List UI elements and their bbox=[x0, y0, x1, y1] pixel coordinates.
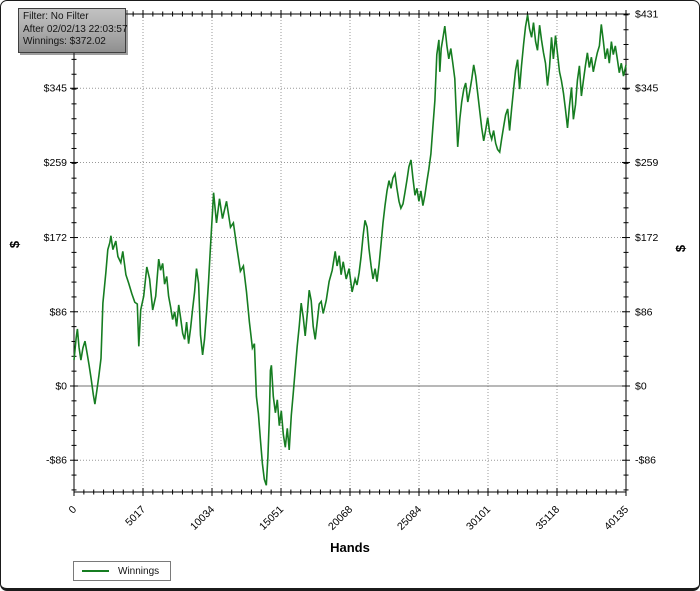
x-tick-label: 0 bbox=[67, 504, 80, 517]
y-axis-title-right: $ bbox=[673, 244, 689, 253]
y-tick-label-right: $431 bbox=[635, 9, 659, 21]
x-tick-label: 40135 bbox=[602, 504, 631, 533]
y-tick-label-right: $259 bbox=[635, 157, 659, 169]
after-date-line: After 02/02/13 22:03:57 bbox=[23, 23, 128, 35]
filter-line: Filter: No Filter bbox=[23, 11, 89, 22]
filter-info-box: Filter: No Filter After 02/02/13 22:03:5… bbox=[18, 8, 128, 53]
y-tick-label-left: $0 bbox=[55, 381, 67, 393]
x-axis-title: Hands bbox=[330, 540, 370, 555]
y-tick-label-left: $172 bbox=[44, 232, 68, 244]
y-tick-label-right: $172 bbox=[635, 232, 659, 244]
x-tick-label: 35118 bbox=[534, 504, 563, 533]
y-tick-label-right: $86 bbox=[635, 306, 653, 318]
legend-label: Winnings bbox=[118, 565, 160, 577]
y-tick-label-right: -$86 bbox=[635, 455, 656, 467]
y-tick-label-right: $345 bbox=[635, 83, 659, 95]
legend-line-sample bbox=[82, 570, 109, 572]
x-tick-label: 5017 bbox=[123, 504, 148, 529]
winnings-line bbox=[73, 14, 627, 486]
x-tick-label: 10034 bbox=[188, 504, 217, 533]
x-tick-label: 15051 bbox=[257, 504, 286, 533]
y-tick-label-left: $86 bbox=[49, 306, 67, 318]
y-tick-label-right: $0 bbox=[635, 381, 647, 393]
y-tick-label-left: $259 bbox=[44, 157, 68, 169]
y-axis-title-left: $ bbox=[7, 240, 23, 249]
y-tick-label-left: $345 bbox=[44, 83, 68, 95]
plot-border bbox=[73, 13, 627, 493]
legend[interactable]: Winnings bbox=[73, 561, 172, 581]
x-tick-label: 25084 bbox=[395, 504, 424, 533]
x-tick-label: 20068 bbox=[326, 504, 355, 533]
y-tick-label-left: -$86 bbox=[46, 455, 67, 467]
x-tick-label: 30101 bbox=[464, 504, 493, 533]
winnings-total-line: Winnings: $372.02 bbox=[23, 36, 106, 47]
